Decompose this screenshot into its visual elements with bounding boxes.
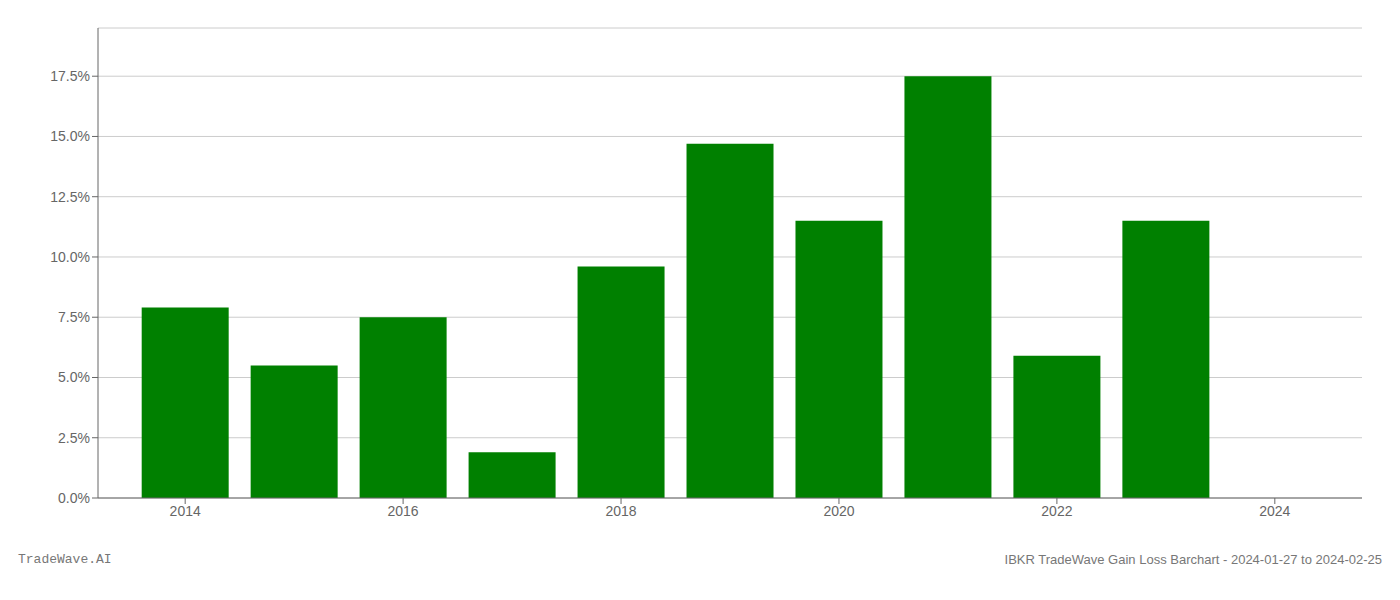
svg-text:2016: 2016: [388, 503, 419, 519]
html-text:TradeWave.AI: TradeWave.AI: [18, 552, 112, 567]
svg-text:10.0%: 10.0%: [50, 249, 90, 265]
svg-text:0.0%: 0.0%: [58, 490, 90, 506]
svg-text:2014: 2014: [170, 503, 201, 519]
svg-text:2022: 2022: [1041, 503, 1072, 519]
svg-text:2018: 2018: [605, 503, 636, 519]
svg-text:17.5%: 17.5%: [50, 68, 90, 84]
svg-text:2020: 2020: [823, 503, 854, 519]
svg-text:5.0%: 5.0%: [58, 369, 90, 385]
svg-text:2.5%: 2.5%: [58, 430, 90, 446]
svg-text:12.5%: 12.5%: [50, 189, 90, 205]
svg-text:7.5%: 7.5%: [58, 309, 90, 325]
svg-text:15.0%: 15.0%: [50, 128, 90, 144]
html-text:IBKR TradeWave Gain Loss Barch: IBKR TradeWave Gain Loss Barchart - 2024…: [1004, 552, 1382, 567]
svg-text:2024: 2024: [1259, 503, 1290, 519]
